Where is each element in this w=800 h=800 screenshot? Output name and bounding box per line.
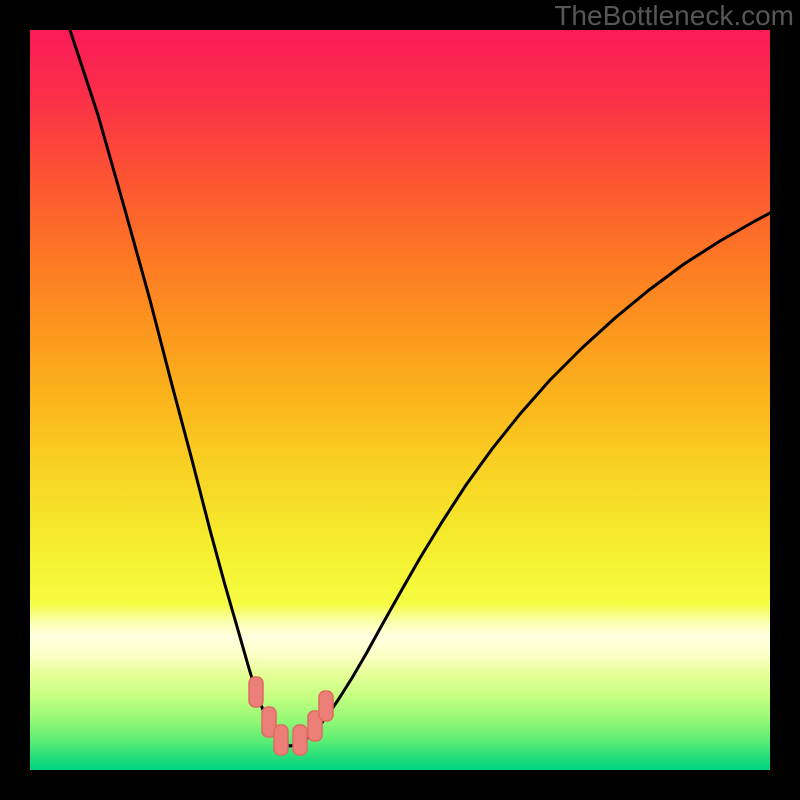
bottleneck-chart bbox=[0, 0, 800, 800]
optimal-marker bbox=[319, 691, 333, 721]
watermark-text: TheBottleneck.com bbox=[554, 0, 794, 32]
optimal-marker bbox=[293, 725, 307, 755]
optimal-marker bbox=[274, 725, 288, 755]
optimal-marker bbox=[249, 677, 263, 707]
chart-background bbox=[30, 30, 770, 770]
chart-stage: TheBottleneck.com bbox=[0, 0, 800, 800]
